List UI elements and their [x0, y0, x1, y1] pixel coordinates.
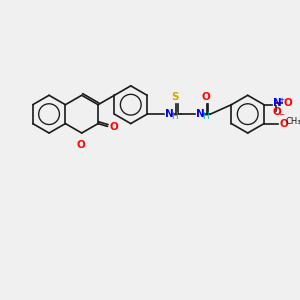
Text: N: N: [272, 98, 281, 108]
Text: N: N: [165, 109, 174, 119]
Text: H: H: [171, 112, 177, 122]
Text: −: −: [278, 112, 284, 118]
Text: H: H: [202, 112, 208, 122]
Text: O: O: [284, 98, 292, 108]
Text: N: N: [196, 109, 205, 119]
Text: +: +: [278, 97, 284, 103]
Text: O: O: [201, 92, 210, 102]
Text: O: O: [110, 122, 118, 132]
Text: S: S: [172, 92, 179, 102]
Text: O: O: [76, 140, 85, 150]
Text: O: O: [279, 118, 288, 129]
Text: CH₃: CH₃: [286, 117, 300, 126]
Text: O: O: [272, 107, 281, 117]
